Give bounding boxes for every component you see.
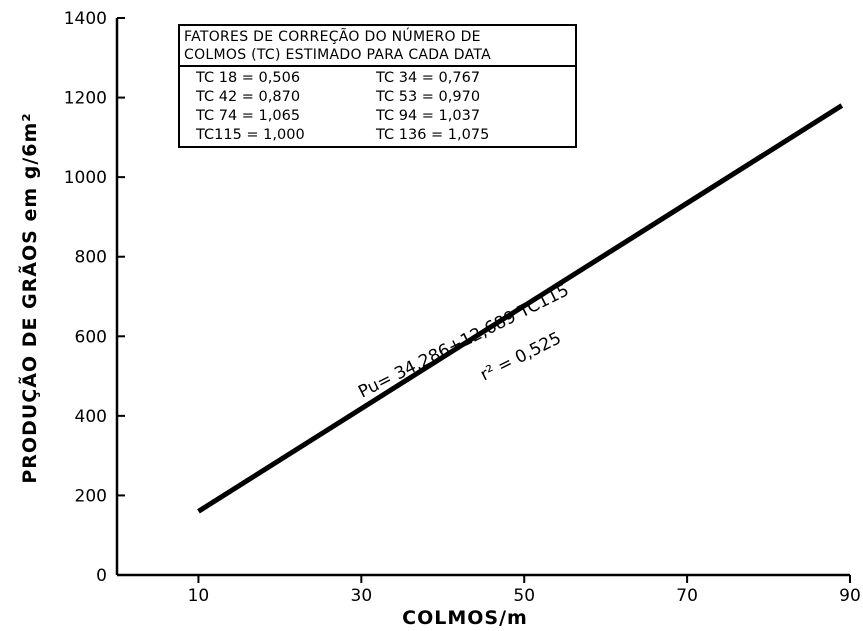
table-cell: TC 136 = 1,075	[376, 127, 490, 143]
table-header-line-2: COLMOS (TC) ESTIMADO PARA CADA DATA	[184, 47, 492, 63]
y-tick-label: 1000	[64, 168, 107, 188]
y-tick-label: 0	[96, 566, 107, 586]
x-axis-title: COLMOS/m	[402, 607, 528, 629]
y-tick-label: 400	[75, 407, 107, 427]
x-axis-ticks: 10 30 50 70 90	[188, 575, 861, 606]
table-cell: TC 42 = 0,870	[196, 89, 301, 105]
x-tick-label: 30	[351, 586, 373, 606]
x-tick-label: 90	[839, 586, 861, 606]
table-row: TC 42 = 0,870 TC 53 = 0,970	[180, 88, 575, 107]
correction-factor-table: FATORES DE CORREÇÃO DO NÚMERO DE COLMOS …	[178, 24, 577, 148]
regression-line	[197, 103, 844, 514]
table-header-line-1: FATORES DE CORREÇÃO DO NÚMERO DE	[184, 29, 481, 45]
table-row: TC 18 = 0,506 TC 34 = 0,767	[180, 69, 575, 88]
y-tick-label: 800	[75, 248, 107, 268]
table-cell: TC 18 = 0,506	[196, 70, 301, 86]
y-axis-ticks: 0 200 400 600 800 1000 1200 1400	[64, 9, 125, 586]
table-cell: TC 53 = 0,970	[376, 89, 481, 105]
table-row: TC 74 = 1,065 TC 94 = 1,037	[180, 107, 575, 126]
y-tick-label: 200	[75, 486, 107, 506]
table-cell: TC115 = 1,000	[196, 127, 305, 143]
y-axis-title: PRODUÇÃO DE GRÃOS em g/6m²	[17, 112, 41, 483]
x-tick-label: 50	[513, 586, 535, 606]
y-tick-label: 1200	[64, 89, 107, 109]
table-body: TC 18 = 0,506 TC 34 = 0,767 TC 42 = 0,87…	[180, 67, 575, 145]
table-header: FATORES DE CORREÇÃO DO NÚMERO DE COLMOS …	[180, 26, 575, 67]
table-cell: TC 74 = 1,065	[196, 108, 301, 124]
y-tick-label: 1400	[64, 9, 107, 29]
table-cell: TC 94 = 1,037	[376, 108, 481, 124]
series-layer	[197, 103, 844, 514]
table-cell: TC 34 = 0,767	[376, 70, 481, 86]
table-row: TC115 = 1,000 TC 136 = 1,075	[180, 126, 575, 145]
x-tick-label: 70	[676, 586, 698, 606]
x-tick-label: 10	[188, 586, 210, 606]
y-tick-label: 600	[75, 327, 107, 347]
